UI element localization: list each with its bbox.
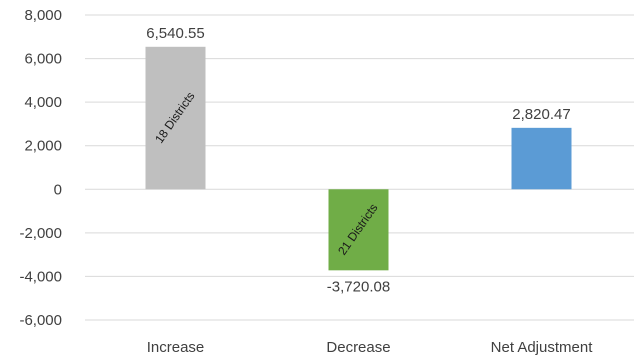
y-tick-label: -4,000 [19, 268, 62, 285]
y-tick-label: 2,000 [24, 138, 62, 155]
y-axis-tick-labels: 8,000 6,000 4,000 2,000 0 -2,000 -4,000 -6,000 [19, 7, 62, 329]
y-tick-label: 6,000 [24, 51, 62, 68]
data-label: 2,820.47 [512, 106, 570, 123]
bar-increase [145, 46, 206, 190]
data-label: 6,540.55 [146, 25, 204, 42]
y-tick-label: 0 [54, 181, 62, 198]
bar-net-adjustment [511, 127, 572, 190]
bars [145, 46, 572, 271]
y-tick-label: -6,000 [19, 312, 62, 329]
data-label: -3,720.08 [327, 278, 390, 295]
y-tick-label: -2,000 [19, 225, 62, 242]
y-tick-label: 4,000 [24, 94, 62, 111]
x-category-label: Increase [147, 339, 205, 356]
bar-decrease [328, 189, 389, 271]
y-tick-label: 8,000 [24, 7, 62, 24]
x-category-label: Net Adjustment [491, 339, 594, 356]
x-axis-category-labels: Increase Decrease Net Adjustment [147, 339, 593, 356]
x-category-label: Decrease [326, 339, 390, 356]
